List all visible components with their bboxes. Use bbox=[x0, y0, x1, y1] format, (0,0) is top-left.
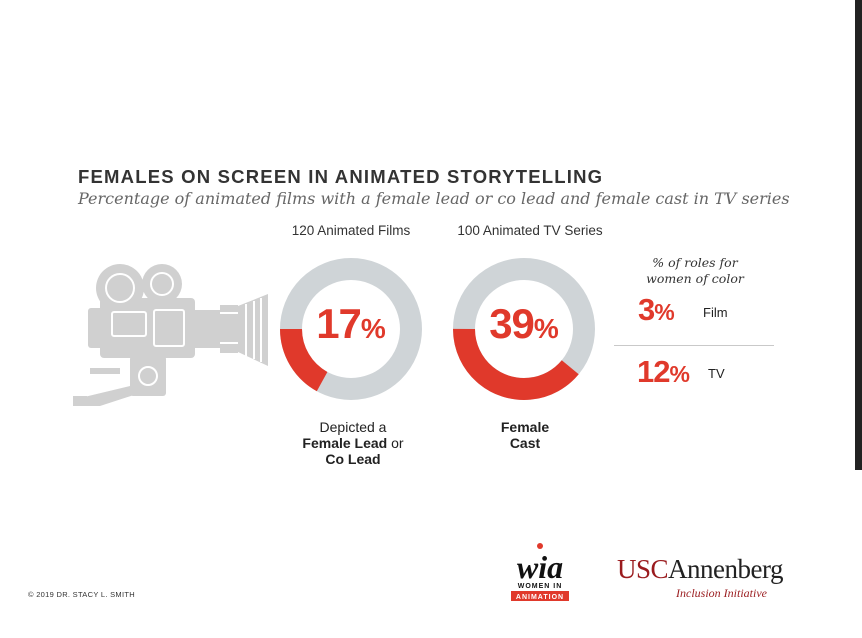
film-roles-value: 3 bbox=[638, 292, 655, 327]
film-camera-icon bbox=[73, 264, 268, 406]
tv-percent-unit: % bbox=[533, 313, 559, 344]
tv-percent-value: 39 bbox=[489, 300, 535, 347]
chart-subtitle: Percentage of animated films with a fema… bbox=[78, 189, 790, 208]
tv-caption: Female Cast bbox=[435, 419, 615, 451]
page-edge-bar bbox=[855, 0, 862, 470]
tv-caption-bold1: Female bbox=[500, 419, 550, 435]
tv-donut-heading: 100 Animated TV Series bbox=[457, 223, 603, 238]
tv-caption-bold2: Cast bbox=[509, 435, 541, 451]
films-caption-bold2: Co Lead bbox=[325, 451, 381, 467]
films-percent-value: 17 bbox=[316, 300, 362, 347]
tv-percent: 39% bbox=[444, 300, 604, 348]
films-donut-heading: 120 Animated Films bbox=[291, 223, 411, 238]
tv-roles-unit: % bbox=[669, 361, 690, 387]
usc-annenberg-logo: USCAnnenberg bbox=[617, 554, 784, 585]
films-percent-unit: % bbox=[360, 313, 386, 344]
tv-roles-label: TV bbox=[708, 366, 725, 381]
chart-title: FEMALES ON SCREEN IN ANIMATED STORYTELLI… bbox=[78, 166, 604, 187]
women-in-animation-logo: wia WOMEN IN ANIMATION bbox=[511, 543, 569, 601]
inclusion-initiative-text: Inclusion Initiative bbox=[676, 586, 767, 600]
tv-roles-value: 12 bbox=[637, 354, 670, 389]
films-percent: 17% bbox=[271, 300, 431, 348]
wia-mark: wia bbox=[517, 549, 563, 585]
films-caption-bold1: Female Lead bbox=[302, 435, 388, 451]
film-roles-unit: % bbox=[654, 299, 675, 325]
films-caption-mid: or bbox=[387, 435, 404, 451]
roles-divider bbox=[614, 345, 774, 346]
wia-line1: WOMEN IN bbox=[518, 583, 563, 590]
tv-donut-segment bbox=[453, 258, 595, 400]
usc-word: USC bbox=[617, 554, 669, 584]
films-caption-line1: Depicted a bbox=[319, 419, 387, 435]
tv-donut bbox=[453, 258, 595, 400]
wia-line2: ANIMATION bbox=[516, 594, 564, 601]
copyright-text: © 2019 DR. STACY L. SMITH bbox=[28, 590, 135, 599]
tv-roles-percent: 12% bbox=[637, 354, 690, 390]
film-roles-label: Film bbox=[703, 305, 728, 320]
films-caption: Depicted a Female Lead or Co Lead bbox=[263, 419, 443, 467]
roles-heading: % of roles for women of color bbox=[646, 255, 744, 286]
films-donut bbox=[280, 258, 422, 400]
film-roles-percent: 3% bbox=[638, 292, 675, 328]
annenberg-word: Annenberg bbox=[668, 554, 784, 584]
